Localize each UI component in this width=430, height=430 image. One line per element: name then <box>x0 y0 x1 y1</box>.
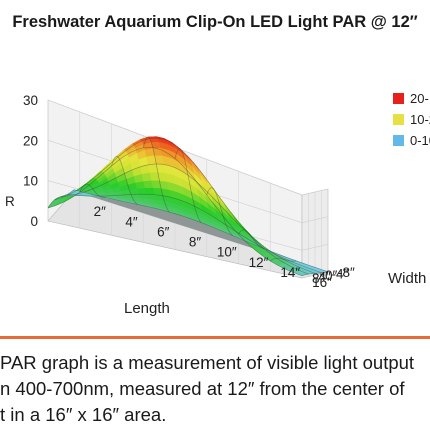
legend-label-low: 0-10 <box>410 133 430 148</box>
x-tick-label: 10″ <box>217 245 237 260</box>
y-tick-label: -8″ <box>338 265 355 280</box>
wall-gridline-z <box>47 99 329 196</box>
legend-label-high: 20- <box>410 91 429 106</box>
surface-gridline <box>67 193 322 274</box>
caption-text: PAR graph is a measurement of visible li… <box>0 350 430 428</box>
surface-gridline <box>73 189 329 273</box>
chart-title: Freshwater Aquarium Clip-On LED Light PA… <box>12 13 418 31</box>
z-tick-label: 10 <box>23 174 38 189</box>
par-surface-chart: 0102030R2″4″6″8″10″12″14″16″8″4″0″-4″-8″… <box>5 93 426 317</box>
caption-line-1: PAR graph is a measurement of visible li… <box>0 352 415 373</box>
x-tick-label: 8″ <box>189 235 202 250</box>
y-tick-label: 0″ <box>325 268 338 283</box>
axis-labels: 0102030R2″4″6″8″10″12″14″16″8″4″0″-4″-8″… <box>5 93 426 317</box>
surface-gridline <box>111 156 138 205</box>
surface-gridline <box>238 229 265 250</box>
legend-label-mid: 10-2 <box>410 112 430 127</box>
surface-cell <box>318 268 329 273</box>
surface-gridline <box>206 187 233 236</box>
y-tick-label: -4″ <box>332 267 349 282</box>
x-axis-label: Length <box>124 300 170 317</box>
surface-gridline <box>142 136 170 213</box>
z-axis-label: R <box>5 194 15 209</box>
caption-line-3: t in a 16″ x 16″ area. <box>0 404 167 425</box>
section-divider <box>0 336 430 339</box>
surface-gridline <box>301 271 329 276</box>
z-tick-label: 20 <box>23 133 38 148</box>
z-tick-label: 0 <box>30 214 38 229</box>
surface-gridline <box>47 146 303 276</box>
x-tick-label: 6″ <box>157 224 170 239</box>
y-axis-label: Width <box>388 270 426 287</box>
x-tick-label: 4″ <box>125 214 138 229</box>
x-tick-label: 12″ <box>249 255 269 270</box>
x-tick-label: 16″ <box>312 275 332 290</box>
z-tick-label: 30 <box>23 93 38 108</box>
par-surface <box>47 136 329 276</box>
legend-swatch-high <box>393 93 404 104</box>
x-tick-label: 14″ <box>280 265 300 280</box>
y-tick-label: 8″ <box>312 271 325 286</box>
x-tick-label: 2″ <box>94 204 107 219</box>
surface-grid <box>47 136 329 276</box>
surface-gridline <box>60 163 316 274</box>
legend-swatch-mid <box>393 114 404 125</box>
surface-gridline <box>47 189 75 209</box>
y-tick-label: 4″ <box>319 270 332 285</box>
surface-gridline <box>174 148 202 223</box>
caption-line-2: n 400-700nm, measured at 12″ from the ce… <box>0 378 405 399</box>
surface-gridline <box>54 137 309 275</box>
legend-swatch-low <box>393 135 404 146</box>
surface-gridline <box>79 183 106 199</box>
surface-gridline <box>270 257 297 262</box>
